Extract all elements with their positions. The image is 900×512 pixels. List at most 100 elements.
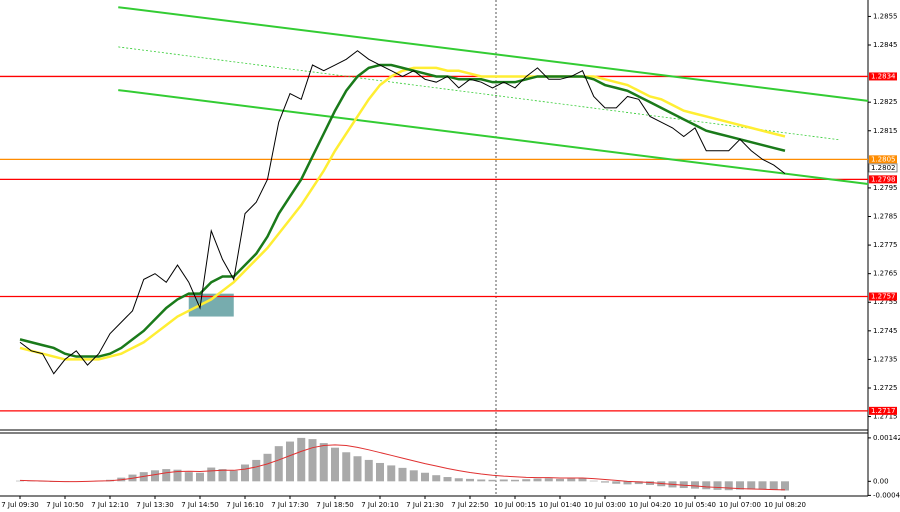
level-label: 1.2834 xyxy=(871,72,896,80)
x-tick-label: 7 Jul 18:50 xyxy=(316,501,354,509)
x-tick-label: 10 Jul 07:00 xyxy=(719,501,761,509)
histogram-bar xyxy=(162,469,171,482)
histogram-bar xyxy=(353,456,362,482)
x-tick-label: 7 Jul 10:50 xyxy=(46,501,84,509)
histogram-bar xyxy=(241,464,249,482)
histogram-bar xyxy=(578,478,587,482)
zone xyxy=(188,293,234,317)
level-label-box xyxy=(869,175,897,184)
x-tick-label: 7 Jul 16:10 xyxy=(226,501,264,509)
histogram-bar xyxy=(702,481,711,490)
histogram-bar xyxy=(623,481,632,485)
trend-line xyxy=(118,89,869,186)
y-tick-label: 1.2855 xyxy=(873,12,898,20)
level-label-box xyxy=(869,406,897,415)
histogram-bar xyxy=(173,469,182,482)
histogram-bar xyxy=(432,475,441,482)
x-tick-label: 10 Jul 08:20 xyxy=(764,501,806,509)
histogram-bar xyxy=(713,481,722,490)
histogram-bar xyxy=(736,481,744,490)
histogram-bar xyxy=(454,478,463,482)
level-label: 1.2798 xyxy=(871,175,896,183)
histogram-bar xyxy=(319,443,328,482)
x-tick-label: 7 Jul 13:30 xyxy=(136,501,174,509)
histogram-bar xyxy=(16,480,24,482)
level-label: 1.2757 xyxy=(871,293,896,301)
y-tick-label: 0.00142 xyxy=(873,434,900,442)
series-line xyxy=(19,444,786,491)
last-price-box xyxy=(868,163,898,173)
x-tick-label: 10 Jul 05:40 xyxy=(674,501,716,509)
histogram-bar xyxy=(634,481,643,485)
histogram-bar xyxy=(196,472,204,482)
trend-line xyxy=(118,46,841,141)
level-label-box xyxy=(869,292,897,301)
histogram-bar xyxy=(533,478,542,482)
histogram-bar xyxy=(499,479,508,482)
x-tick-label: 7 Jul 17:30 xyxy=(271,501,309,509)
level-label-box xyxy=(869,72,897,81)
histogram-bar xyxy=(229,470,238,482)
y-tick-label: 1.2795 xyxy=(873,184,898,192)
series-line xyxy=(19,50,786,375)
x-tick-label: 7 Jul 22:50 xyxy=(451,501,489,509)
y-tick-label: 1.2765 xyxy=(873,270,898,278)
histogram-bar xyxy=(679,481,688,489)
series-line xyxy=(19,66,786,361)
y-tick-label: 0.00 xyxy=(873,477,889,485)
y-tick-label: 1.2755 xyxy=(873,298,898,306)
y-tick-label: 1.2745 xyxy=(873,327,898,335)
histogram-bar xyxy=(443,477,452,482)
histogram-bar xyxy=(421,472,429,482)
y-tick-label: 1.2815 xyxy=(873,127,898,135)
histogram-bar xyxy=(207,467,216,482)
histogram-bar xyxy=(409,470,418,482)
histogram-bar xyxy=(252,459,261,482)
histogram-bar xyxy=(646,481,654,485)
x-tick-label: 7 Jul 12:10 xyxy=(91,501,129,509)
histogram-bar xyxy=(544,478,553,482)
y-tick-label: 1.2775 xyxy=(873,241,898,249)
y-tick-label: 1.2715 xyxy=(873,413,898,421)
histogram-bar xyxy=(567,478,576,482)
histogram-bar xyxy=(184,472,193,482)
histogram-bar xyxy=(263,453,272,482)
histogram-bar xyxy=(781,481,789,491)
x-tick-label: 10 Jul 00:15 xyxy=(494,501,536,509)
histogram-bar xyxy=(691,481,699,489)
histogram-bar xyxy=(274,446,283,482)
histogram-bar xyxy=(724,481,733,491)
histogram-bar xyxy=(308,439,317,482)
last-price-label: 1.2802 xyxy=(871,164,896,172)
histogram-bar xyxy=(589,480,598,482)
histogram-bar xyxy=(511,479,519,482)
histogram-bar xyxy=(376,462,384,482)
x-tick-label: 7 Jul 21:30 xyxy=(406,501,444,509)
histogram-bar xyxy=(556,478,564,482)
histogram-bar xyxy=(364,459,373,482)
histogram-bar xyxy=(297,437,306,482)
level-label-box xyxy=(869,155,897,164)
series-line xyxy=(19,63,786,358)
histogram-bar xyxy=(747,481,756,490)
y-tick-label: -0.00046 xyxy=(873,491,900,499)
histogram-bar xyxy=(601,481,609,483)
histogram-bar xyxy=(769,481,778,490)
x-tick-label: 7 Jul 09:30 xyxy=(1,501,39,509)
y-tick-label: 1.2785 xyxy=(873,213,898,221)
level-label: 1.2805 xyxy=(871,155,896,163)
histogram-bar xyxy=(387,465,396,482)
histogram-bar xyxy=(331,447,339,482)
histogram-bar xyxy=(286,441,294,482)
histogram-bar xyxy=(398,467,407,482)
trend-line xyxy=(118,6,869,102)
level-label: 1.2717 xyxy=(871,407,896,415)
x-tick-label: 7 Jul 20:10 xyxy=(361,501,399,509)
y-tick-label: 1.2735 xyxy=(873,355,898,363)
x-tick-label: 10 Jul 04:20 xyxy=(629,501,671,509)
x-tick-label: 10 Jul 01:40 xyxy=(539,501,581,509)
y-tick-label: 1.2825 xyxy=(873,98,898,106)
histogram-bar xyxy=(477,479,486,482)
histogram-bar xyxy=(151,470,159,482)
